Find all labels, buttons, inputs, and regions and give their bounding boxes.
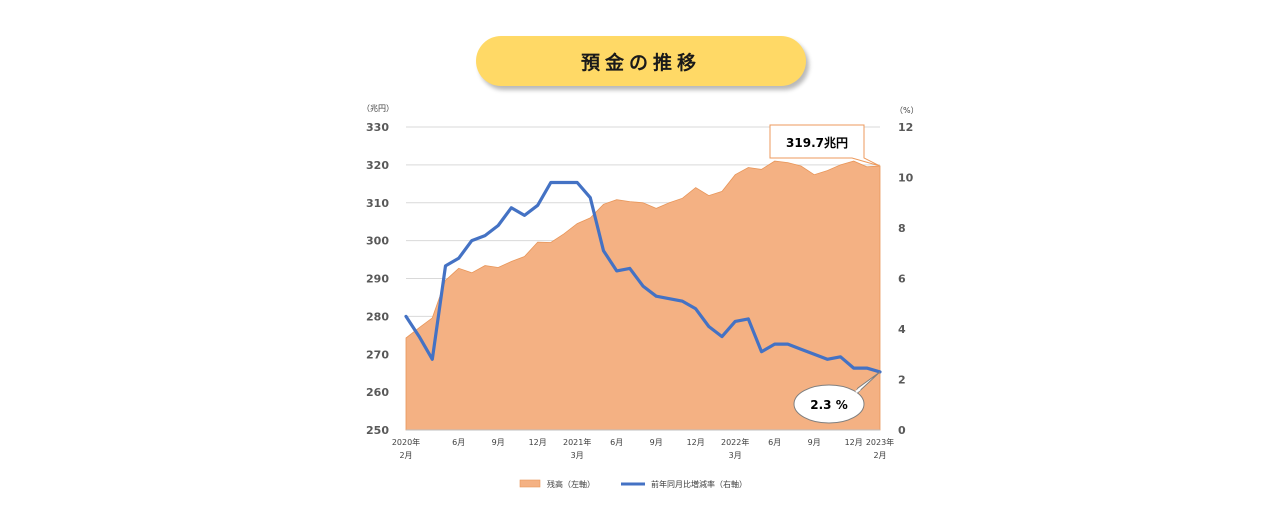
x-axis-tick-sublabel: 2月: [399, 451, 412, 460]
callout-rate-bubble: [793, 384, 865, 424]
right-axis-tick-label: 2: [898, 374, 906, 387]
x-axis-tick-label: 2021年: [563, 437, 591, 447]
x-axis-tick-label: 9月: [808, 438, 821, 447]
x-axis-tick-label: 2023年: [866, 437, 894, 447]
callout-rate-seam: [855, 388, 861, 393]
left-axis-tick-label: 280: [366, 310, 389, 323]
right-axis-tick-label: 0: [898, 424, 906, 437]
right-axis-tick-label: 6: [898, 273, 906, 286]
left-axis-tick-label: 320: [366, 159, 389, 172]
x-axis-tick-label: 12月: [529, 438, 547, 447]
series-area-balance: [405, 160, 881, 431]
x-axis-tick-label: 12月: [845, 438, 863, 447]
x-axis-tick-label: 2020年: [392, 437, 420, 447]
left-axis-tick-label: 270: [366, 348, 389, 361]
left-axis-tick-label: 260: [366, 386, 389, 399]
x-axis-tick-label: 6月: [452, 438, 465, 447]
legend-label-balance: 残高（左軸）: [547, 479, 595, 489]
series-line-growth-rate: [404, 180, 882, 374]
callout-rate-text: 2.3 %: [810, 398, 847, 412]
left-axis-tick-label: 310: [366, 197, 389, 210]
chart-title-banner: 預金の推移: [476, 36, 806, 86]
right-axis-unit: （%）: [895, 106, 919, 115]
right-axis-tick-label: 4: [898, 323, 906, 336]
left-axis-tick-label: 330: [366, 121, 389, 134]
x-axis-tick-sublabel: 2月: [873, 451, 886, 460]
left-axis-unit: （兆円）: [362, 103, 394, 113]
left-axis-tick-label: 300: [366, 235, 389, 248]
right-axis-tick-label: 8: [898, 222, 906, 235]
callout-balance-text: 319.7兆円: [786, 135, 848, 150]
right-axis-tick-label: 12: [898, 121, 913, 134]
chart-title: 預金の推移: [580, 51, 701, 74]
left-axis-tick-label: 290: [366, 273, 389, 286]
x-axis-tick-sublabel: 3月: [729, 451, 742, 460]
x-axis-tick-label: 9月: [650, 438, 663, 447]
right-axis-tick-label: 10: [898, 172, 914, 185]
x-axis-tick-label: 6月: [610, 438, 623, 447]
x-axis-tick-sublabel: 3月: [571, 451, 584, 460]
x-axis-tick-label: 12月: [687, 438, 705, 447]
left-axis-tick-label: 250: [366, 424, 389, 437]
x-axis-tick-label: 6月: [768, 438, 781, 447]
x-axis-tick-label: 2022年: [721, 437, 749, 447]
callout-balance-box: [769, 124, 881, 167]
x-axis-tick-label: 9月: [492, 438, 505, 447]
legend-swatch-balance: [519, 479, 541, 488]
legend-label-growth-rate: 前年同月比増減率（右軸）: [651, 479, 747, 489]
